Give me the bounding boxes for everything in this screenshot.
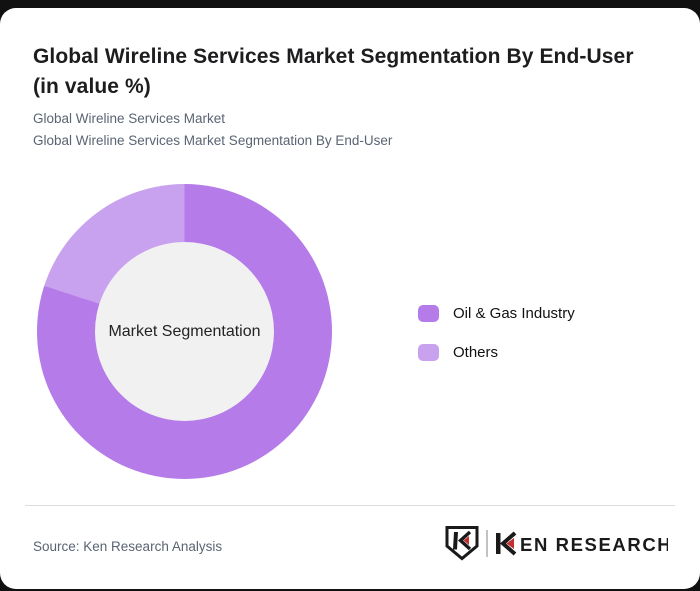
legend-label: Others	[453, 344, 499, 361]
breadcrumb: Global Wireline Services Market Global W…	[33, 108, 673, 152]
subtitle-line-2: Global Wireline Services Market Segmenta…	[33, 133, 393, 148]
ken-research-logo: EN RESEARCH	[445, 526, 668, 561]
logo-k-glyph	[496, 531, 517, 556]
ken-research-shield-icon	[445, 526, 479, 561]
donut-hole: Market Segmentation	[95, 242, 274, 421]
footer-divider	[25, 505, 675, 506]
legend-swatch	[418, 344, 439, 361]
page-title: Global Wireline Services Market Segmenta…	[33, 45, 634, 99]
legend-label: Oil & Gas Industry	[453, 305, 575, 322]
legend-item-oil-gas: Oil & Gas Industry	[418, 305, 575, 322]
subtitle-line-1: Global Wireline Services Market	[33, 111, 226, 126]
donut-chart: Market Segmentation	[37, 184, 332, 479]
donut-center-label: Market Segmentation	[108, 322, 261, 340]
logo-wordmark: EN RESEARCH	[520, 534, 668, 555]
chart-legend: Oil & Gas Industry Others	[418, 305, 575, 383]
source-note: Source: Ken Research Analysis	[33, 539, 223, 554]
legend-item-others: Others	[418, 344, 575, 361]
legend-swatch	[418, 305, 439, 322]
chart-card: Global Wireline Services Market Segmenta…	[0, 8, 700, 589]
